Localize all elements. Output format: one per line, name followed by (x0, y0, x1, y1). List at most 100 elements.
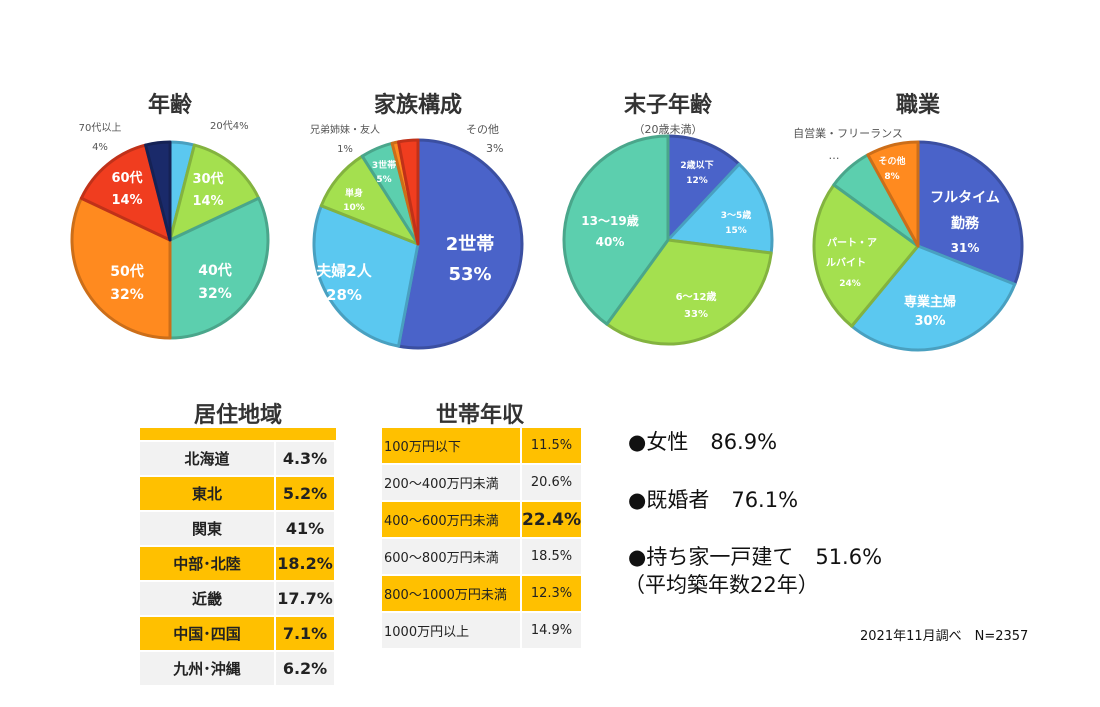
slice-value: 14% (111, 193, 142, 208)
region-label: 東北 (140, 477, 276, 512)
slice-label: 3～5歳 (721, 209, 752, 221)
pie-slice (70, 196, 172, 340)
slice-value: 40% (596, 235, 625, 249)
income-value: 22.4% (522, 502, 581, 539)
pie-charts: 年齢 20代4% 30代 14% 40代 32% 50代 32% 60代 14% 70代以上 4% 家族… (70, 92, 1024, 352)
pie-slice (605, 238, 773, 346)
slice-label: 20代4% (210, 120, 249, 132)
income-table: 100万円以下 11.5% 200～400万円未満 20.6% 400～600万円未… (382, 428, 581, 650)
slice-label: ルバイト (826, 257, 866, 269)
region-label: 中国･四国 (140, 617, 276, 652)
slice-label: 2歳以下 (680, 159, 713, 171)
table-row: 中部･北陸 18.2% (140, 547, 334, 582)
table-row: 400～600万円未満 22.4% (382, 502, 581, 539)
slice-label: 13～19歳 (581, 213, 638, 228)
footnote: 2021年11月調べ N=2357 (860, 629, 1029, 644)
slice-value: 53% (448, 264, 491, 285)
slice-label: 2世帯 (446, 233, 495, 255)
table-row: 100万円以下 11.5% (382, 428, 581, 465)
slice-value: 28% (326, 286, 362, 304)
pie-slice (666, 162, 774, 255)
stat-house: ●持ち家一戸建て 51.6% (628, 541, 882, 571)
slice-label: 兄弟姉妹・友人 (310, 123, 380, 136)
stat-married: ●既婚者 76.1% (628, 484, 798, 514)
region-value: 6.2% (276, 652, 334, 687)
stat-married-label: ●既婚者 (628, 488, 710, 512)
income-label: 800～1000万円未満 (382, 576, 522, 613)
stat-house-label: ●持ち家一戸建て (628, 545, 794, 569)
slice-label: 勤務 (951, 215, 980, 232)
region-label: 中部･北陸 (140, 547, 276, 582)
region-value: 41% (276, 512, 334, 547)
stat-female-label: ●女性 (628, 430, 689, 454)
region-value: 4.3% (276, 442, 334, 477)
pie-chart-2: 家族構成 2世帯 53% 夫婦2人 28% 単身 10% 3世帯 5% 兄弟姉妹・友人 1% その他 3… (310, 92, 524, 350)
slice-value: 15% (725, 226, 747, 236)
pie-slice (397, 138, 524, 350)
pie-slice (168, 143, 261, 242)
slice-value: 12% (686, 176, 708, 186)
slice-label: 自営業・フリーランス (793, 126, 903, 140)
table-row: 600～800万円未満 18.5% (382, 539, 581, 576)
table-row: 800～1000万円未満 12.3% (382, 576, 581, 613)
pie-slice (144, 140, 172, 242)
slice-label: 3世帯 (372, 159, 396, 171)
region-value: 5.2% (276, 477, 334, 512)
slice-value: 1% (337, 144, 353, 155)
region-title: 居住地域 (193, 403, 282, 428)
region-label: 九州･沖縄 (140, 652, 276, 687)
table-row: 東北 5.2% (140, 477, 334, 512)
slice-value: 4% (92, 142, 108, 153)
pie-slice (562, 134, 670, 326)
slice-label: パート・ア (827, 237, 877, 249)
slice-value: 3% (486, 142, 503, 155)
stat-female: ●女性 86.9% (628, 426, 777, 456)
income-value: 14.9% (522, 613, 581, 650)
region-table: 北海道 4.3% 東北 5.2% 関東 41% 中部･北陸 18.2% 近畿 17.7% … (140, 442, 334, 687)
income-value: 20.6% (522, 465, 581, 502)
slice-label: 70代以上 (79, 122, 122, 134)
region-label: 近畿 (140, 582, 276, 617)
slice-label: 単身 (345, 187, 363, 199)
chart-title: 年齢 (148, 92, 193, 118)
table-row: 関東 41% (140, 512, 334, 547)
region-label: 北海道 (140, 442, 276, 477)
slice-label: フルタイム (930, 190, 1000, 206)
slice-value: 5% (376, 175, 391, 185)
stat-female-value: 86.9% (710, 430, 778, 454)
region-value: 7.1% (276, 617, 334, 652)
slice-value: 33% (684, 309, 708, 320)
slice-label: … (829, 149, 840, 162)
pie-slice (866, 140, 920, 248)
stat-house-note: （平均築年数22年） (624, 573, 819, 597)
slice-label: 40代 (198, 262, 231, 279)
slice-value: 30% (914, 314, 945, 329)
income-label: 600～800万円未満 (382, 539, 522, 576)
income-title: 世帯年収 (435, 403, 524, 428)
slice-label: 専業主婦 (904, 294, 956, 310)
slice-label: 6～12歳 (676, 290, 717, 303)
pie-slice (168, 196, 270, 340)
pie-slice (812, 183, 920, 328)
income-label: 400～600万円未満 (382, 502, 522, 539)
slice-value: 14% (192, 194, 223, 209)
region-value: 17.7% (276, 582, 334, 617)
stat-house-value: 51.6% (815, 545, 883, 569)
table-row: 200～400万円未満 20.6% (382, 465, 581, 502)
stat-married-value: 76.1% (731, 488, 799, 512)
slice-label: 60代 (111, 170, 142, 186)
table-row: 近畿 17.7% (140, 582, 334, 617)
chart-title: 家族構成 (374, 92, 462, 118)
pie-slice (850, 244, 1017, 352)
chart-title: 職業 (896, 92, 941, 118)
table-row: 九州･沖縄 6.2% (140, 652, 334, 687)
pie-slice (397, 138, 420, 246)
income-label: 1000万円以上 (382, 613, 522, 650)
pie-chart-3: 末子年齢 （20歳未満） 2歳以下 12% 3～5歳 15% 6～12歳 33% 13～19歳 4… (562, 92, 774, 346)
slice-value: 31% (951, 241, 980, 255)
pie-chart-1: 年齢 20代4% 30代 14% 40代 32% 50代 32% 60代 14% 70代以上 4% (70, 92, 270, 340)
slice-value: 10% (343, 203, 365, 213)
region-value: 18.2% (276, 547, 334, 582)
income-value: 18.5% (522, 539, 581, 576)
